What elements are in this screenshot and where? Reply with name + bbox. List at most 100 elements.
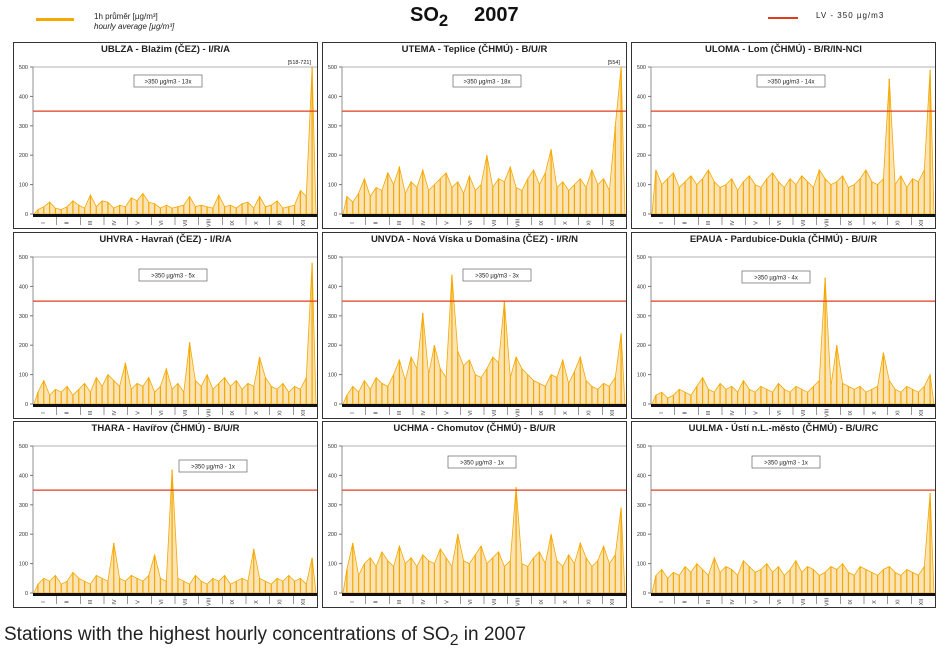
panel-title: UULMA - Ústí n.L.-město (ČHMÚ) - B/U/RC bbox=[688, 423, 879, 434]
y-tick-label: 100 bbox=[637, 183, 646, 189]
month-label: VI bbox=[159, 220, 165, 226]
month-label: XI bbox=[587, 220, 593, 226]
month-label: VI bbox=[159, 599, 165, 605]
month-label: VI bbox=[468, 410, 474, 416]
exceedance-label: >350 µg/m3 - 1x bbox=[191, 465, 235, 471]
month-label: XII bbox=[610, 409, 616, 416]
y-tick-label: 0 bbox=[334, 212, 337, 218]
exceedance-label: >350 µg/m3 - 18x bbox=[464, 80, 511, 86]
y-tick-label: 500 bbox=[328, 255, 337, 261]
y-tick-label: 500 bbox=[328, 444, 337, 450]
panel-title: UHVRA - Havraň (ČEZ) - I/R/A bbox=[99, 234, 232, 245]
y-tick-label: 100 bbox=[19, 562, 28, 568]
month-label: II bbox=[65, 411, 71, 415]
month-label: XI bbox=[278, 599, 284, 605]
month-label: III bbox=[397, 410, 403, 415]
y-tick-label: 100 bbox=[328, 183, 337, 189]
month-label: XII bbox=[919, 598, 925, 605]
legend-label-cz: 1h průměr [µg/m³] bbox=[94, 12, 158, 21]
y-tick-label: 200 bbox=[328, 343, 337, 349]
x-axis-bar bbox=[651, 404, 935, 407]
month-label: V bbox=[754, 221, 760, 225]
y-tick-label: 400 bbox=[637, 284, 646, 290]
series-area bbox=[651, 492, 935, 594]
month-label: VI bbox=[777, 220, 783, 226]
month-label: IX bbox=[539, 220, 545, 226]
y-tick-label: 0 bbox=[334, 591, 337, 597]
y-tick-label: 0 bbox=[25, 591, 28, 597]
exceedance-label: >350 µg/m3 - 1x bbox=[764, 461, 808, 467]
caption-text: Stations with the highest hourly concent… bbox=[4, 624, 450, 645]
month-label: X bbox=[563, 221, 569, 225]
max-note: [518-721] bbox=[288, 60, 312, 66]
month-label: VIII bbox=[825, 597, 831, 606]
y-tick-label: 500 bbox=[19, 444, 28, 450]
panel-title: THARA - Havířov (ČHMÚ) - B/U/R bbox=[91, 423, 240, 434]
chart-panel: UCHMA - Chomutov (ČHMÚ) - B/U/R 0 100 200 30… bbox=[322, 421, 627, 608]
y-tick-label: 300 bbox=[19, 314, 28, 320]
y-tick-label: 200 bbox=[637, 153, 646, 159]
y-tick-label: 100 bbox=[328, 562, 337, 568]
month-label: I bbox=[41, 412, 47, 414]
month-label: VII bbox=[183, 219, 189, 226]
month-label: II bbox=[374, 221, 380, 225]
month-label: IV bbox=[421, 410, 427, 416]
y-tick-label: 500 bbox=[328, 65, 337, 71]
exceedance-box bbox=[133, 74, 203, 88]
max-note: [554] bbox=[608, 60, 621, 66]
caption: Stations with the highest hourly concent… bbox=[4, 624, 526, 650]
y-tick-label: 0 bbox=[643, 402, 646, 408]
month-label: V bbox=[754, 411, 760, 415]
series-area bbox=[33, 262, 317, 405]
exceedance-label: >350 µg/m3 - 1x bbox=[460, 461, 504, 467]
month-label: IV bbox=[112, 599, 118, 605]
month-label: IX bbox=[230, 220, 236, 226]
month-label: X bbox=[563, 600, 569, 604]
y-tick-label: 500 bbox=[637, 255, 646, 261]
y-tick-label: 100 bbox=[19, 373, 28, 379]
month-label: I bbox=[659, 601, 665, 603]
month-label: IV bbox=[730, 410, 736, 416]
month-label: VI bbox=[159, 410, 165, 416]
chart-panel: EPAUA - Pardubice-Dukla (ČHMÚ) - B/U/R 0 1… bbox=[631, 232, 936, 419]
month-label: X bbox=[563, 411, 569, 415]
month-label: III bbox=[397, 220, 403, 225]
month-label: XI bbox=[896, 410, 902, 416]
month-label: VIII bbox=[516, 408, 522, 417]
series-area bbox=[342, 66, 626, 215]
month-label: VII bbox=[801, 219, 807, 226]
legend-limit-label: LV - 350 µg/m3 bbox=[816, 11, 885, 20]
y-tick-label: 200 bbox=[328, 153, 337, 159]
month-label: V bbox=[136, 411, 142, 415]
x-axis-bar bbox=[342, 593, 626, 596]
exceedance-box bbox=[741, 270, 811, 284]
month-label: XI bbox=[278, 220, 284, 226]
y-tick-label: 200 bbox=[19, 532, 28, 538]
y-tick-label: 500 bbox=[19, 65, 28, 71]
month-label: III bbox=[706, 599, 712, 604]
month-label: VIII bbox=[207, 597, 213, 606]
chart-panel: ULOMA - Lom (ČHMÚ) - B/R/IN-NCI 0 100 200 30… bbox=[631, 42, 936, 229]
y-tick-label: 400 bbox=[328, 473, 337, 479]
month-label: XII bbox=[919, 409, 925, 416]
exceedance-box bbox=[447, 455, 517, 469]
exceedance-box bbox=[452, 74, 522, 88]
month-label: VII bbox=[183, 409, 189, 416]
series-area bbox=[33, 469, 317, 594]
exceedance-label: >350 µg/m3 - 3x bbox=[475, 274, 519, 280]
exceedance-box bbox=[138, 268, 208, 282]
month-label: VI bbox=[468, 220, 474, 226]
month-label: II bbox=[683, 600, 689, 604]
x-axis-bar bbox=[651, 593, 935, 596]
y-tick-label: 400 bbox=[19, 473, 28, 479]
panel-title: UBLZA - Blažim (ČEZ) - I/R/A bbox=[101, 44, 230, 55]
exceedance-label: >350 µg/m3 - 14x bbox=[768, 80, 815, 86]
chart-panel: UULMA - Ústí n.L.-město (ČHMÚ) - B/U/RC 0… bbox=[631, 421, 936, 608]
y-tick-label: 400 bbox=[637, 94, 646, 100]
chart-panel: THARA - Havířov (ČHMÚ) - B/U/R 0 100 200 300… bbox=[13, 421, 318, 608]
month-label: XI bbox=[896, 220, 902, 226]
panel-title: ULOMA - Lom (ČHMÚ) - B/R/IN-NCI bbox=[705, 44, 862, 55]
y-tick-label: 400 bbox=[637, 473, 646, 479]
month-label: V bbox=[445, 600, 451, 604]
y-tick-label: 400 bbox=[328, 94, 337, 100]
